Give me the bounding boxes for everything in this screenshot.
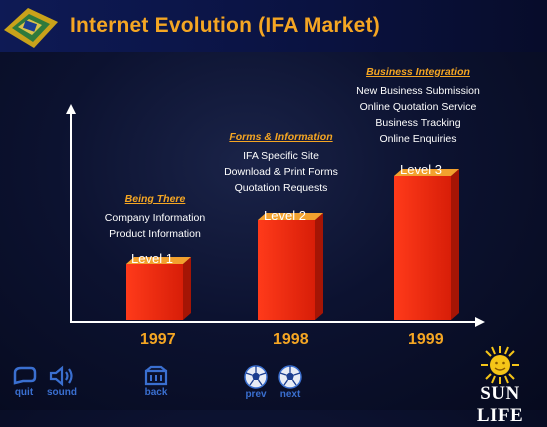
group-heading: Forms & Information	[229, 131, 333, 143]
group-item: Quotation Requests	[234, 182, 328, 194]
sound-icon	[49, 365, 73, 387]
back-icon	[144, 365, 168, 386]
header-band	[0, 0, 547, 52]
bar-front	[258, 220, 315, 320]
sound-label: sound	[47, 387, 77, 398]
quit-icon	[13, 366, 37, 385]
bar-top	[394, 169, 459, 176]
group-heading: Business Integration	[366, 66, 470, 78]
chart	[66, 104, 485, 327]
group-item: Company Information	[104, 212, 206, 224]
group-item: Online Quotation Service	[359, 101, 477, 113]
next-button[interactable]: next	[274, 365, 306, 400]
bar-front	[126, 264, 183, 320]
bar-1999	[394, 169, 459, 320]
bar-1998	[258, 213, 323, 320]
quit-label: quit	[14, 387, 34, 398]
y-axis-arrow	[66, 104, 76, 114]
group-item: Business Tracking	[375, 117, 461, 129]
group-business-integration: Business Integration New Business Submis…	[354, 66, 482, 147]
level-label: Level 1	[131, 251, 173, 266]
x-tick-label: 1997	[140, 331, 176, 348]
x-axis-arrow	[475, 317, 485, 327]
bar-top	[126, 257, 191, 264]
page-title: Internet Evolution (IFA Market)	[70, 14, 380, 37]
bar-side	[315, 213, 323, 320]
x-tick-label: 1998	[273, 331, 309, 348]
bar-side	[183, 257, 191, 320]
quit-button[interactable]: quit	[8, 365, 40, 398]
logo-icon	[4, 8, 58, 48]
next-label: next	[279, 389, 301, 400]
x-tick-label: 1999	[408, 331, 444, 348]
group-item: Product Information	[109, 228, 201, 240]
group-item: New Business Submission	[356, 85, 480, 97]
sound-button[interactable]: sound	[42, 365, 82, 398]
level-label: Level 3	[400, 162, 442, 177]
brand-logo: SUN LIFE	[456, 345, 544, 427]
back-button[interactable]: back	[139, 365, 173, 398]
group-item: Online Enquiries	[379, 133, 457, 145]
bar-side	[451, 169, 459, 320]
group-item: IFA Specific Site	[243, 150, 319, 162]
group-heading: Being There	[124, 193, 186, 205]
bar-top	[258, 213, 323, 220]
prev-label: prev	[245, 389, 267, 400]
group-forms-information: Forms & Information IFA Specific Site Do…	[222, 131, 340, 196]
prev-button[interactable]: prev	[240, 365, 272, 400]
next-ball-icon	[278, 365, 302, 389]
sun-logo-icon	[481, 346, 519, 384]
back-label: back	[144, 387, 168, 398]
group-being-there: Being There Company Information Product …	[102, 193, 208, 242]
brand-name: SUN LIFE	[476, 383, 524, 426]
prev-ball-icon	[244, 365, 268, 389]
level-label: Level 2	[264, 208, 306, 223]
bar-front	[394, 176, 451, 320]
group-item: Download & Print Forms	[224, 166, 338, 178]
bar-1997	[126, 257, 191, 320]
